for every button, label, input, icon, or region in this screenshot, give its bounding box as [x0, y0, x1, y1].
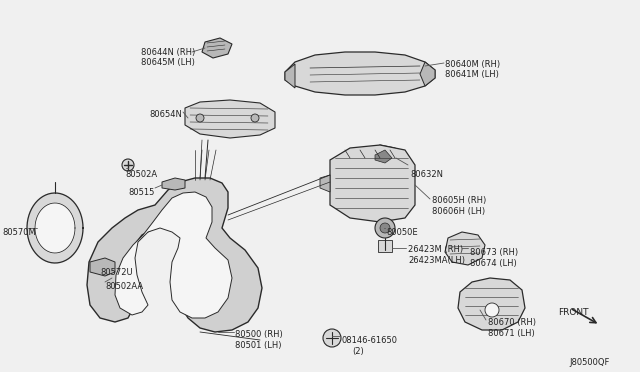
- Polygon shape: [285, 64, 295, 88]
- Text: 80501 (LH): 80501 (LH): [235, 341, 282, 350]
- Polygon shape: [185, 100, 275, 138]
- Text: 80515: 80515: [129, 188, 155, 197]
- Text: FRONT: FRONT: [558, 308, 589, 317]
- Circle shape: [323, 329, 341, 347]
- Circle shape: [196, 114, 204, 122]
- Polygon shape: [420, 62, 435, 86]
- Text: 80570M: 80570M: [3, 228, 36, 237]
- Text: 80641M (LH): 80641M (LH): [445, 70, 499, 79]
- Text: 80674 (LH): 80674 (LH): [470, 259, 516, 268]
- Text: 80645M (LH): 80645M (LH): [141, 58, 195, 67]
- Polygon shape: [378, 240, 392, 252]
- Circle shape: [375, 218, 395, 238]
- Text: 08146-61650: 08146-61650: [342, 336, 398, 345]
- Text: 80673 (RH): 80673 (RH): [470, 248, 518, 257]
- Text: 80606H (LH): 80606H (LH): [432, 207, 485, 216]
- Polygon shape: [87, 178, 262, 332]
- Text: 80605H (RH): 80605H (RH): [432, 196, 486, 205]
- Circle shape: [380, 223, 390, 233]
- Text: 80670 (RH): 80670 (RH): [488, 318, 536, 327]
- Text: 80640M (RH): 80640M (RH): [445, 60, 500, 69]
- Text: 80502A: 80502A: [125, 170, 157, 179]
- Text: J80500QF: J80500QF: [570, 358, 610, 367]
- Polygon shape: [202, 38, 232, 58]
- Text: 26423M (RH): 26423M (RH): [408, 245, 463, 254]
- Text: (2): (2): [352, 347, 364, 356]
- Polygon shape: [368, 145, 400, 168]
- Circle shape: [485, 303, 499, 317]
- Polygon shape: [320, 175, 330, 192]
- Text: 80500 (RH): 80500 (RH): [235, 330, 283, 339]
- Polygon shape: [27, 193, 83, 263]
- Polygon shape: [285, 52, 435, 95]
- Polygon shape: [162, 178, 185, 190]
- Polygon shape: [90, 258, 115, 276]
- Text: 26423MA(LH): 26423MA(LH): [408, 256, 465, 265]
- Text: 80572U: 80572U: [100, 268, 132, 277]
- Polygon shape: [115, 192, 232, 318]
- Polygon shape: [35, 203, 75, 253]
- Text: 80644N (RH): 80644N (RH): [141, 48, 195, 57]
- Polygon shape: [445, 232, 485, 265]
- Circle shape: [251, 114, 259, 122]
- Text: 80671 (LH): 80671 (LH): [488, 329, 535, 338]
- Text: 80502AA: 80502AA: [105, 282, 143, 291]
- Text: 80654N: 80654N: [149, 110, 182, 119]
- Text: 80632N: 80632N: [410, 170, 443, 179]
- Polygon shape: [330, 145, 415, 222]
- Polygon shape: [458, 278, 525, 330]
- Polygon shape: [375, 150, 392, 163]
- Circle shape: [122, 159, 134, 171]
- Text: 80050E: 80050E: [386, 228, 418, 237]
